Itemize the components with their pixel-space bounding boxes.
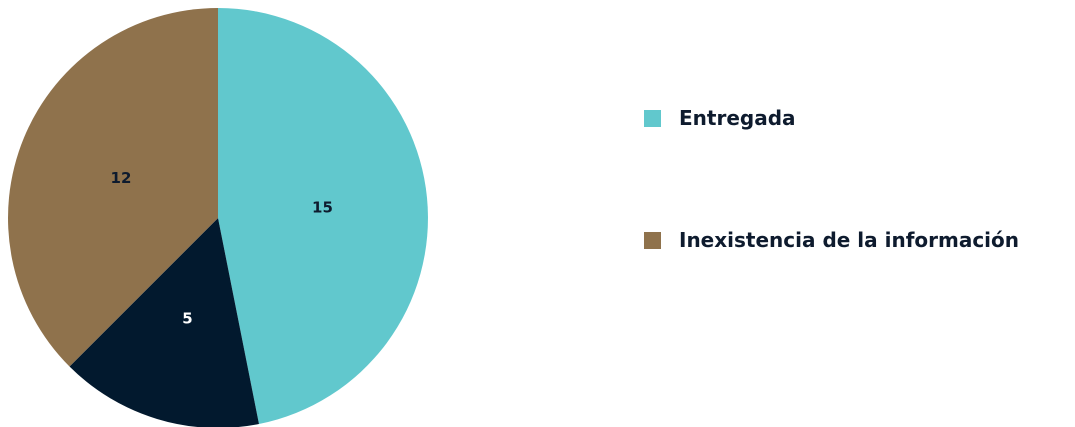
legend-swatch-inexistencia [644, 231, 661, 249]
pie-data-labels: 15 5 12 [111, 169, 333, 328]
pie-data-label-2: 12 [111, 169, 132, 187]
pie-slice-2 [8, 8, 219, 367]
chart-legend: Entregada Inexistencia de la información [644, 104, 1019, 254]
pie-slice-0 [218, 8, 428, 424]
legend-label-entregada: Entregada [679, 106, 796, 130]
pie-data-label-0: 15 [312, 199, 333, 217]
legend-item-entregada: Entregada [644, 104, 1019, 132]
pie-data-label-1: 5 [182, 309, 192, 327]
pie-slices [8, 8, 428, 427]
legend-swatch-entregada [644, 109, 661, 127]
legend-item-inexistencia: Inexistencia de la información [644, 226, 1019, 254]
pie-slice-1 [69, 218, 259, 427]
legend-label-inexistencia: Inexistencia de la información [679, 228, 1020, 252]
